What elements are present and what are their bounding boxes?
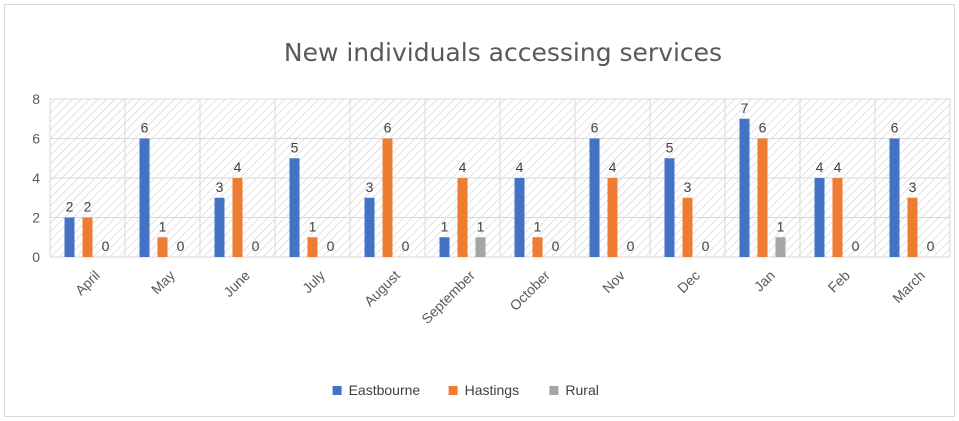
- legend-label-eastbourne: Eastbourne: [349, 382, 421, 398]
- data-label-rural-october: 0: [552, 238, 560, 254]
- chart-title: New individuals accessing services: [284, 38, 722, 67]
- bar-eastbourne-nov: [589, 138, 600, 257]
- bar-eastbourne-april: [64, 217, 75, 257]
- data-label-rural-april: 0: [102, 238, 110, 254]
- bar-hastings-dec: [682, 197, 693, 257]
- data-label-hastings-feb: 4: [834, 159, 842, 175]
- data-label-rural-jan: 1: [777, 218, 785, 234]
- data-label-eastbourne-september: 1: [441, 218, 449, 234]
- chart-area: New individuals accessing services 0 2 4 6 8…: [4, 4, 955, 417]
- bar-hastings-july: [307, 237, 318, 257]
- data-label-eastbourne-june: 3: [216, 179, 224, 195]
- data-label-hastings-dec: 3: [684, 179, 692, 195]
- bar-eastbourne-july: [289, 158, 300, 257]
- data-label-eastbourne-jan: 7: [741, 100, 749, 116]
- x-tick-label: June: [220, 267, 253, 300]
- data-label-eastbourne-august: 3: [366, 179, 374, 195]
- y-axis-ticks: 0 2 4 6 8: [32, 91, 40, 265]
- data-label-hastings-april: 2: [84, 199, 92, 215]
- data-label-hastings-nov: 4: [609, 159, 617, 175]
- gridlines: [49, 98, 951, 258]
- data-label-rural-may: 0: [177, 238, 185, 254]
- data-label-rural-march: 0: [927, 238, 935, 254]
- legend-swatch-rural: [549, 386, 559, 395]
- chart-svg: New individuals accessing services 0 2 4 6 8…: [32, 38, 951, 398]
- bar-eastbourne-september: [439, 237, 450, 257]
- x-tick-label: Dec: [674, 267, 703, 296]
- bar-eastbourne-august: [364, 197, 375, 257]
- data-label-eastbourne-nov: 6: [591, 120, 599, 136]
- data-label-eastbourne-april: 2: [66, 199, 74, 215]
- data-label-eastbourne-dec: 5: [666, 139, 674, 155]
- x-tick-label: Feb: [825, 267, 854, 296]
- data-label-hastings-july: 1: [309, 218, 317, 234]
- bar-rural-jan: [775, 237, 786, 257]
- data-label-hastings-jan: 6: [759, 120, 767, 136]
- data-label-rural-nov: 0: [627, 238, 635, 254]
- x-tick-label: April: [72, 267, 103, 298]
- legend-label-rural: Rural: [565, 382, 598, 398]
- bar-hastings-april: [82, 217, 93, 257]
- data-label-eastbourne-may: 6: [141, 120, 149, 136]
- data-label-eastbourne-october: 4: [516, 159, 524, 175]
- y-tick-label: 2: [32, 210, 40, 226]
- x-tick-label: Jan: [751, 267, 778, 294]
- bar-hastings-october: [532, 237, 543, 257]
- bar-eastbourne-dec: [664, 158, 675, 257]
- bar-eastbourne-may: [139, 138, 150, 257]
- bar-hastings-jan: [757, 138, 768, 257]
- x-tick-label: May: [148, 267, 178, 297]
- data-label-hastings-september: 4: [459, 159, 467, 175]
- data-label-eastbourne-july: 5: [291, 139, 299, 155]
- bars: [64, 118, 918, 257]
- bar-hastings-nov: [607, 178, 618, 257]
- x-tick-label: March: [889, 267, 928, 306]
- data-label-rural-september: 1: [477, 218, 485, 234]
- bar-hastings-june: [232, 178, 243, 257]
- bar-hastings-may: [157, 237, 168, 257]
- legend-swatch-hastings: [448, 386, 458, 395]
- bar-eastbourne-october: [514, 178, 525, 257]
- bar-eastbourne-march: [889, 138, 900, 257]
- data-label-hastings-may: 1: [159, 218, 167, 234]
- data-label-hastings-october: 1: [534, 218, 542, 234]
- legend: Eastbourne Hastings Rural: [332, 382, 599, 398]
- data-label-rural-august: 0: [402, 238, 410, 254]
- bar-rural-september: [475, 237, 486, 257]
- bar-hastings-feb: [832, 178, 843, 257]
- bar-eastbourne-june: [214, 197, 225, 257]
- bar-hastings-march: [907, 197, 918, 257]
- y-tick-label: 6: [32, 131, 40, 147]
- y-tick-label: 0: [32, 249, 40, 265]
- data-label-hastings-june: 4: [234, 159, 242, 175]
- x-tick-label: July: [299, 267, 328, 296]
- data-label-rural-june: 0: [252, 238, 260, 254]
- x-axis-ticks: April May June July August September October No…: [72, 267, 928, 327]
- x-tick-label: October: [506, 267, 553, 314]
- data-label-eastbourne-march: 6: [891, 120, 899, 136]
- bar-eastbourne-feb: [814, 178, 825, 257]
- data-label-eastbourne-feb: 4: [816, 159, 824, 175]
- data-label-rural-feb: 0: [852, 238, 860, 254]
- data-label-hastings-march: 3: [909, 179, 917, 195]
- legend-swatch-eastbourne: [332, 386, 342, 395]
- y-tick-label: 4: [32, 170, 40, 186]
- data-label-rural-july: 0: [327, 238, 335, 254]
- data-label-rural-dec: 0: [702, 238, 710, 254]
- x-tick-label: Nov: [599, 267, 628, 296]
- legend-label-hastings: Hastings: [465, 382, 519, 398]
- x-tick-label: August: [361, 267, 403, 309]
- data-label-hastings-august: 6: [384, 120, 392, 136]
- bar-hastings-august: [382, 138, 393, 257]
- y-tick-label: 8: [32, 91, 40, 107]
- x-tick-label: September: [418, 267, 478, 327]
- bar-eastbourne-jan: [739, 118, 750, 257]
- bar-hastings-september: [457, 178, 468, 257]
